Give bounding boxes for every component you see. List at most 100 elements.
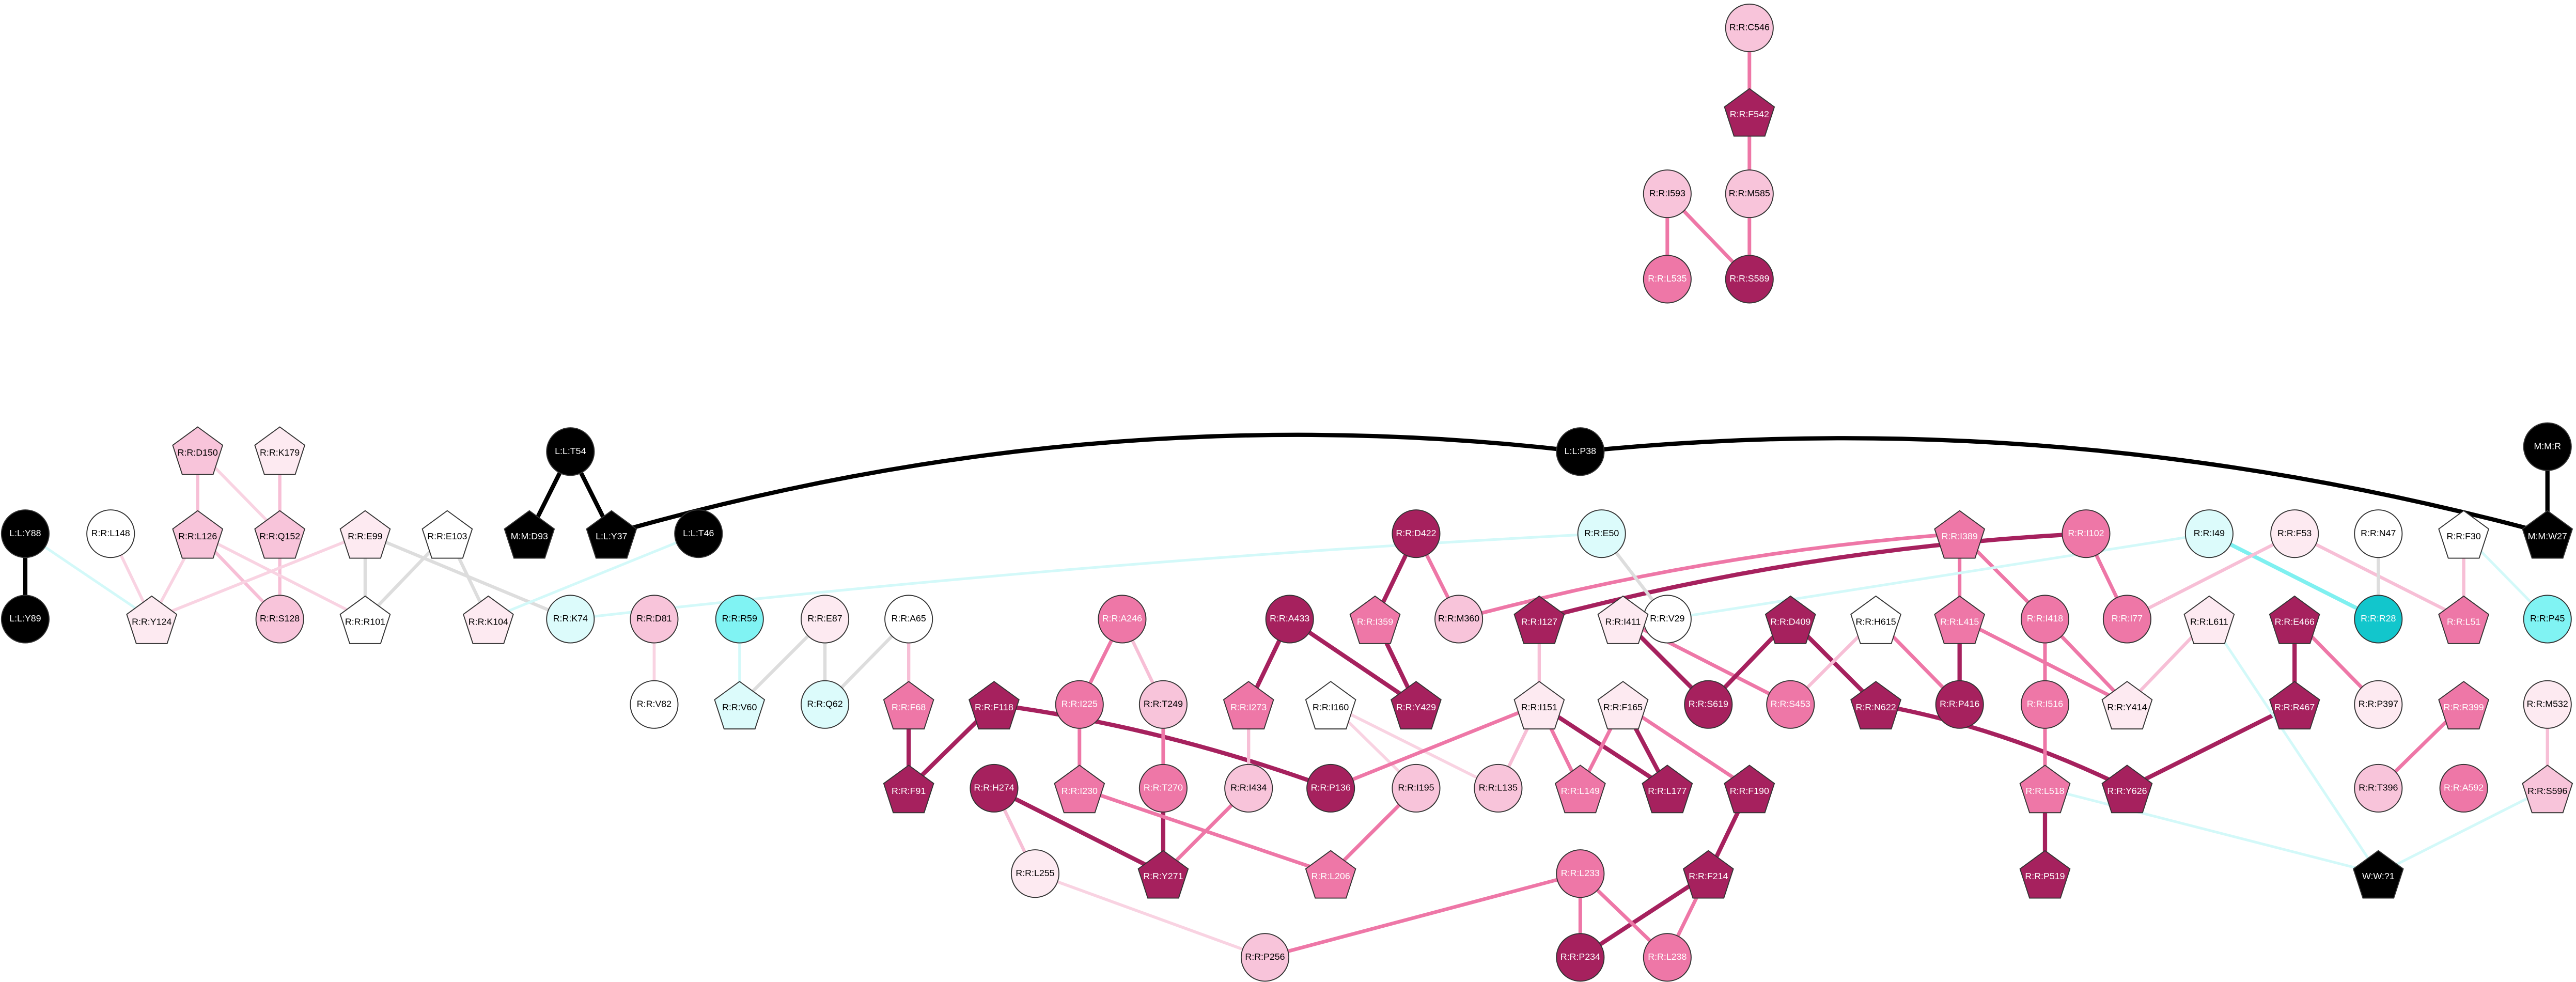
node-circle [546, 595, 595, 644]
node-circle [1392, 509, 1441, 558]
node-pentagon [1724, 88, 1775, 137]
node: R:R:S589 [1725, 255, 1774, 304]
node-label: R:R:N47 [2361, 528, 2396, 538]
node: R:R:I151 [1513, 681, 1565, 730]
node-circle [2020, 680, 2070, 729]
node-circle [2439, 763, 2488, 813]
node-label: R:R:I434 [1230, 783, 1267, 793]
node: L:L:Y89 [1, 595, 50, 644]
node-label: R:R:A592 [2444, 783, 2484, 793]
node-label: R:R:S128 [260, 613, 300, 624]
node-label: R:R:D81 [636, 613, 672, 624]
node-label: R:R:I593 [1649, 188, 1685, 198]
node: R:R:Q62 [800, 680, 850, 729]
node: L:L:T54 [546, 427, 595, 476]
node-circle [2270, 509, 2319, 558]
node: R:R:I516 [2020, 680, 2070, 729]
node-circle [2354, 680, 2403, 729]
node-label: L:L:T54 [555, 446, 586, 456]
node-label: R:R:Y271 [1143, 871, 1183, 881]
node: R:R:L415 [1934, 595, 1986, 644]
node-circle [1, 509, 50, 558]
node-circle [1, 595, 50, 644]
node-label: R:R:P234 [1560, 952, 1600, 962]
node: R:R:F30 [2438, 510, 2490, 559]
node-label: R:R:L233 [1561, 868, 1600, 878]
node-pentagon [339, 595, 391, 644]
node-label: R:R:I195 [1398, 783, 1434, 793]
node-label: R:R:D422 [1396, 528, 1436, 538]
node-circle [1766, 680, 1815, 729]
node-circle [1306, 763, 1355, 813]
node: L:L:Y88 [1, 509, 50, 558]
node-pentagon [2019, 765, 2071, 814]
node-label: R:R:S453 [1771, 698, 1810, 709]
edge [2378, 787, 2548, 875]
node-label: R:R:L135 [1479, 783, 1518, 793]
node: R:R:I49 [2184, 509, 2234, 558]
node: R:R:I160 [1305, 681, 1356, 730]
node: R:R:P416 [1935, 680, 1984, 729]
node: M:M:D93 [504, 510, 555, 559]
node: R:R:P234 [1556, 933, 1605, 982]
node-label: R:R:L148 [91, 528, 130, 538]
edge [1579, 871, 1710, 959]
node: R:R:L135 [1474, 763, 1523, 813]
node-label: R:R:Y124 [132, 617, 171, 627]
node-label: R:R:E103 [427, 531, 467, 541]
node: R:R:V60 [714, 681, 766, 730]
node-circle [2523, 680, 2572, 729]
node: R:R:R467 [2269, 681, 2320, 730]
node: R:R:L233 [1556, 849, 1605, 898]
node-circle [1935, 680, 1984, 729]
node-label: R:R:V29 [1650, 613, 1684, 624]
node-circle [86, 509, 135, 558]
node-label: R:R:I411 [1605, 617, 1641, 627]
node-label: R:R:L126 [178, 531, 217, 541]
node: L:L:Y37 [586, 510, 637, 559]
node: R:R:I225 [1055, 680, 1104, 729]
node: R:R:L51 [2438, 595, 2490, 644]
node-label: L:L:T46 [683, 528, 714, 538]
node: L:L:T46 [674, 509, 723, 558]
node-label: R:R:V82 [637, 698, 672, 709]
node-label: L:L:Y37 [596, 531, 627, 541]
edge [993, 786, 1164, 876]
node-label: R:R:Y429 [1396, 702, 1436, 712]
node-label: R:R:I160 [1313, 702, 1349, 712]
node: R:R:S596 [2522, 765, 2573, 814]
node: R:R:M360 [1434, 595, 1484, 644]
node-label: R:R:T249 [1144, 698, 1183, 709]
node-circle [1265, 595, 1314, 644]
node-label: R:R:C546 [1729, 22, 1770, 33]
node-label: R:R:E50 [1584, 528, 1619, 538]
node: R:R:I411 [1597, 595, 1649, 644]
node: R:R:M532 [2523, 680, 2572, 729]
node-pentagon [1054, 765, 1105, 814]
node: R:R:R28 [2354, 595, 2403, 644]
node: R:R:I359 [1349, 595, 1401, 644]
edge [151, 532, 366, 621]
node: R:R:F542 [1724, 88, 1775, 137]
node: R:R:F214 [1682, 850, 1734, 899]
node-pentagon [1305, 681, 1356, 730]
node-circle [2020, 595, 2070, 644]
node: R:R:L148 [86, 509, 135, 558]
node: R:R:K179 [254, 426, 306, 475]
node-label: R:R:I49 [2194, 528, 2225, 538]
node-label: R:R:I359 [1357, 617, 1393, 627]
node-pentagon [2522, 765, 2573, 814]
node-pentagon [2019, 850, 2071, 899]
node-pentagon [586, 510, 637, 559]
node-label: R:R:P519 [2025, 871, 2065, 881]
node-label: L:L:Y89 [9, 613, 41, 624]
node: R:R:P397 [2354, 680, 2403, 729]
node-label: W:W:?1 [2362, 871, 2395, 881]
node: R:R:T249 [1138, 680, 1188, 729]
node-label: R:R:F542 [1730, 109, 1769, 119]
node-pentagon [1850, 681, 1901, 730]
node: R:R:L126 [172, 510, 224, 559]
node: R:R:D409 [1765, 595, 1816, 644]
edge [2208, 532, 2380, 621]
